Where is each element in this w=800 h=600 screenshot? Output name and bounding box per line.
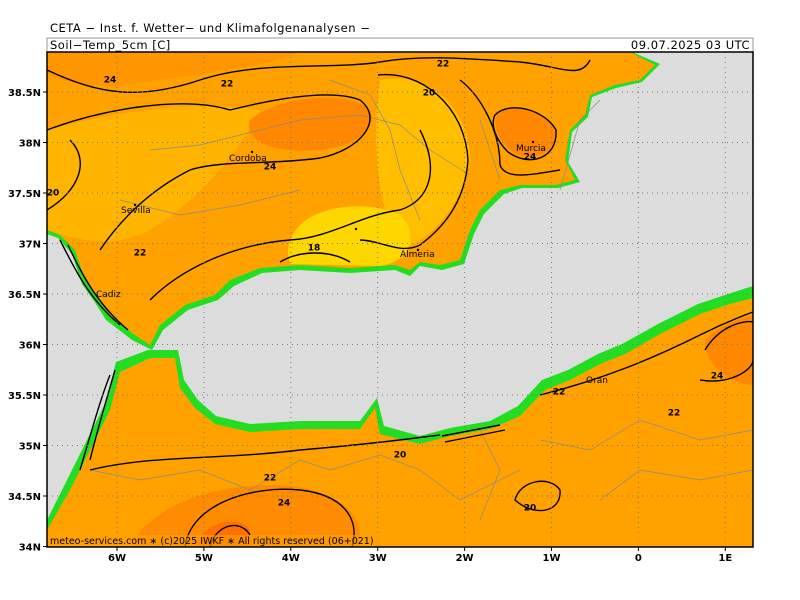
contour	[539, 311, 753, 396]
contour	[89, 434, 441, 471]
contour	[184, 488, 355, 547]
contour	[359, 73, 469, 250]
lon-label: 1E	[718, 553, 732, 564]
contour-label: 20	[423, 89, 436, 99]
contour	[79, 369, 116, 471]
city-label: Oran	[586, 376, 608, 386]
city-dots	[133, 140, 535, 252]
map: Cordoba Sevilla Murcia Almeria Cadiz Ora…	[47, 52, 753, 547]
contour	[441, 424, 506, 443]
contour-label: 20	[394, 451, 407, 461]
contour	[59, 239, 129, 331]
contour-label: 22	[134, 249, 147, 259]
lat-label: 35.5N	[8, 391, 41, 402]
zone-light	[376, 78, 470, 250]
city-dot	[354, 227, 358, 231]
lon-label: 5W	[195, 553, 213, 564]
contour-label: 22	[668, 409, 681, 419]
contour	[47, 57, 591, 93]
lon-label: 0	[635, 553, 642, 564]
lat-label: 36.5N	[8, 290, 41, 301]
lat-label: 35N	[19, 442, 41, 453]
contour-label: 24	[711, 372, 724, 382]
zone-dark	[249, 97, 372, 151]
contour-label: 18	[308, 244, 321, 254]
lat-label: 38.5N	[8, 88, 41, 99]
lat-label: 37N	[19, 240, 41, 251]
zone-dark	[130, 485, 361, 547]
contour-label: 24	[278, 499, 291, 509]
lon-label: 4W	[282, 553, 300, 564]
axis-labels: 38.5N 38N 37.5N 37N 36.5N 36N 35.5N 35N 34.5N 34N…	[8, 88, 732, 564]
contour-label: 20	[47, 189, 60, 199]
valid-time: 09.07.2025 03 UTC	[631, 38, 750, 52]
land-africa	[47, 298, 753, 547]
lon-label: 2W	[456, 553, 474, 564]
map-frame	[46, 51, 754, 548]
lon-label: 3W	[369, 553, 387, 564]
city-label: Murcia	[516, 144, 546, 154]
contour-label: 22	[553, 388, 566, 398]
contour	[47, 94, 371, 251]
contour-label: 24	[264, 163, 277, 173]
contour-label: 24	[104, 76, 117, 86]
contour	[459, 79, 561, 176]
city-label: Sevilla	[121, 206, 151, 216]
city-dot	[416, 248, 420, 252]
zone-yellow	[288, 206, 411, 266]
admin-border	[89, 79, 753, 521]
lon-label: 1W	[543, 553, 561, 564]
contour-labels: 24 22 22 20 24 24 20 22 18 22 24 22 20 22 24 20	[47, 60, 724, 514]
lat-label: 36N	[19, 341, 41, 352]
contour-label: 22	[221, 80, 234, 90]
parameter: Soil−Temp_5cm [C]	[50, 38, 171, 52]
lon-label: 6W	[108, 553, 126, 564]
city-dot	[133, 203, 137, 207]
city-label: Cordoba	[229, 154, 267, 164]
title: CETA − Inst. f. Wetter− und Klimafolgena…	[50, 21, 370, 35]
contour	[47, 139, 81, 211]
contour-label: 22	[264, 474, 277, 484]
city-dot	[250, 150, 254, 154]
footer-band	[47, 535, 753, 547]
footer: meteo-services.com ∗ (c)2025 IWKF ∗ All …	[50, 536, 374, 547]
contour	[149, 129, 432, 301]
contour-label: 22	[437, 60, 450, 70]
city-label: Cadiz	[96, 290, 121, 300]
contour-label: 20	[524, 504, 537, 514]
city-label: Almeria	[400, 250, 435, 260]
lat-label: 34N	[19, 543, 41, 554]
zone-dark	[495, 107, 556, 158]
contour-label: 24	[524, 153, 537, 163]
lat-label: 34.5N	[8, 492, 41, 503]
city-dot	[531, 140, 535, 144]
lat-label: 38N	[19, 139, 41, 150]
zone-light	[47, 106, 260, 242]
zone-dark	[47, 52, 300, 87]
lat-label: 37.5N	[8, 189, 41, 200]
contour	[279, 252, 351, 263]
contour	[514, 480, 561, 512]
zone-dark	[705, 315, 753, 385]
